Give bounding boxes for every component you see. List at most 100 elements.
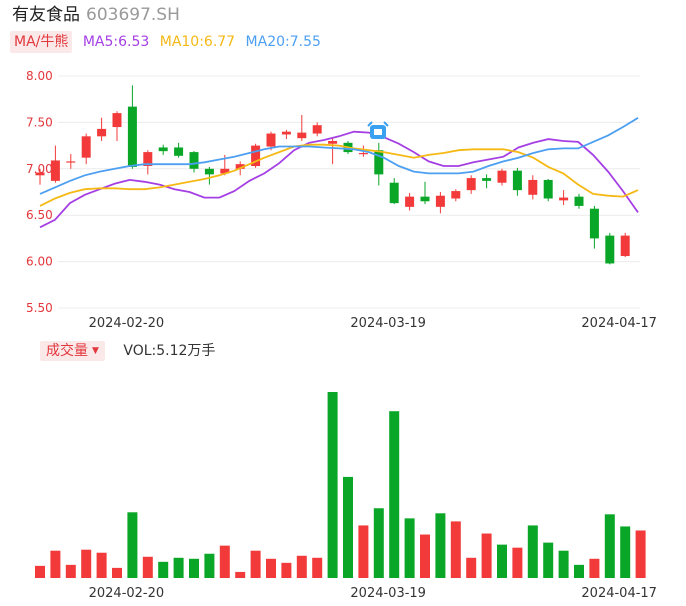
- candle[interactable]: [174, 142, 184, 158]
- candle[interactable]: [559, 190, 569, 205]
- volume-bar[interactable]: [158, 561, 169, 578]
- volume-bar[interactable]: [512, 547, 523, 578]
- candle[interactable]: [451, 189, 461, 202]
- volume-bar[interactable]: [589, 558, 600, 578]
- volume-bar[interactable]: [112, 567, 122, 578]
- ma-type-selector[interactable]: MA/牛熊: [10, 31, 73, 53]
- candle[interactable]: [112, 111, 122, 141]
- volume-bar[interactable]: [281, 562, 292, 578]
- volume-bar[interactable]: [127, 512, 138, 578]
- candle-body: [405, 196, 415, 207]
- candle-body: [143, 152, 153, 167]
- volume-indicator-label: 成交量: [46, 343, 88, 359]
- candle-body: [389, 182, 399, 204]
- volume-bar[interactable]: [235, 571, 246, 578]
- volume-bar[interactable]: [481, 533, 492, 578]
- price-x-tick: 2024-03-19: [350, 316, 426, 331]
- volume-bar[interactable]: [219, 545, 230, 578]
- caret-down-icon: ▼: [92, 346, 99, 356]
- volume-bar[interactable]: [527, 525, 538, 578]
- volume-bar[interactable]: [266, 558, 276, 578]
- price-y-axis: 8.00 7.50 7.00 6.50 6.00 5.50: [26, 69, 53, 315]
- candle[interactable]: [281, 129, 291, 140]
- volume-bar[interactable]: [142, 556, 153, 578]
- candle[interactable]: [605, 232, 615, 265]
- candle[interactable]: [204, 166, 214, 185]
- volume-bar[interactable]: [65, 564, 76, 578]
- candle-body: [66, 161, 76, 163]
- candle[interactable]: [405, 192, 415, 211]
- candle[interactable]: [312, 122, 322, 137]
- candle[interactable]: [389, 178, 399, 205]
- volume-bar[interactable]: [312, 557, 323, 578]
- volume-bar[interactable]: [435, 513, 446, 578]
- candle[interactable]: [574, 193, 584, 209]
- candle-body: [220, 168, 230, 174]
- candle[interactable]: [620, 232, 630, 257]
- volume-bar[interactable]: [173, 557, 184, 578]
- volume-bar[interactable]: [404, 518, 415, 578]
- candle[interactable]: [374, 142, 384, 186]
- volume-x-tick: 2024-02-20: [89, 586, 165, 601]
- volume-bar[interactable]: [250, 550, 261, 578]
- volume-bar[interactable]: [327, 392, 338, 578]
- volume-bar[interactable]: [620, 526, 631, 578]
- candle[interactable]: [158, 144, 168, 155]
- volume-bar[interactable]: [358, 525, 369, 578]
- volume-bar[interactable]: [50, 550, 61, 578]
- candle-body: [358, 153, 368, 155]
- event-marker-icon[interactable]: [367, 121, 389, 139]
- candle[interactable]: [328, 138, 338, 165]
- candle-body: [312, 125, 322, 134]
- candle[interactable]: [127, 85, 137, 169]
- candle[interactable]: [251, 143, 261, 168]
- price-y-tick: 6.00: [26, 255, 53, 269]
- volume-bar[interactable]: [35, 565, 45, 578]
- volume-bar[interactable]: [96, 552, 107, 578]
- volume-bars: [35, 392, 646, 578]
- candle[interactable]: [482, 174, 492, 189]
- candle[interactable]: [589, 205, 599, 249]
- price-x-tick: 2024-02-20: [89, 316, 165, 331]
- volume-bar[interactable]: [373, 508, 384, 578]
- volume-bar[interactable]: [543, 542, 554, 578]
- volume-bar[interactable]: [466, 557, 477, 578]
- volume-bar[interactable]: [420, 534, 430, 578]
- candle[interactable]: [81, 133, 91, 165]
- candle[interactable]: [528, 175, 538, 200]
- volume-indicator-selector[interactable]: 成交量 ▼: [40, 341, 105, 361]
- candle[interactable]: [420, 181, 430, 205]
- candle-body: [482, 178, 492, 181]
- ma10-line: [39, 143, 639, 207]
- candle[interactable]: [512, 167, 522, 196]
- volume-bar[interactable]: [450, 521, 461, 578]
- volume-bar[interactable]: [81, 549, 92, 578]
- candle[interactable]: [497, 168, 507, 186]
- volume-bar[interactable]: [497, 544, 507, 578]
- candle[interactable]: [466, 175, 476, 194]
- candle[interactable]: [543, 179, 553, 202]
- candle[interactable]: [435, 192, 445, 214]
- volume-bar[interactable]: [343, 476, 353, 578]
- volume-x-tick: 2024-04-17: [581, 586, 657, 601]
- candle-body: [574, 196, 584, 206]
- candle[interactable]: [143, 150, 153, 175]
- ma5-line: [39, 130, 639, 229]
- candle-body: [127, 106, 137, 167]
- price-y-tick: 5.50: [26, 301, 53, 315]
- candle[interactable]: [35, 168, 45, 185]
- volume-bar[interactable]: [604, 514, 615, 578]
- candle[interactable]: [66, 153, 76, 169]
- volume-bar[interactable]: [574, 564, 584, 578]
- volume-bar[interactable]: [635, 530, 646, 578]
- candle[interactable]: [189, 151, 199, 173]
- volume-bar[interactable]: [558, 550, 569, 578]
- candle[interactable]: [50, 145, 60, 183]
- volume-bar[interactable]: [189, 558, 199, 578]
- candle[interactable]: [297, 114, 307, 141]
- candle[interactable]: [97, 117, 107, 141]
- volume-bar[interactable]: [296, 555, 307, 578]
- volume-bar[interactable]: [204, 553, 215, 578]
- volume-bar[interactable]: [389, 411, 400, 578]
